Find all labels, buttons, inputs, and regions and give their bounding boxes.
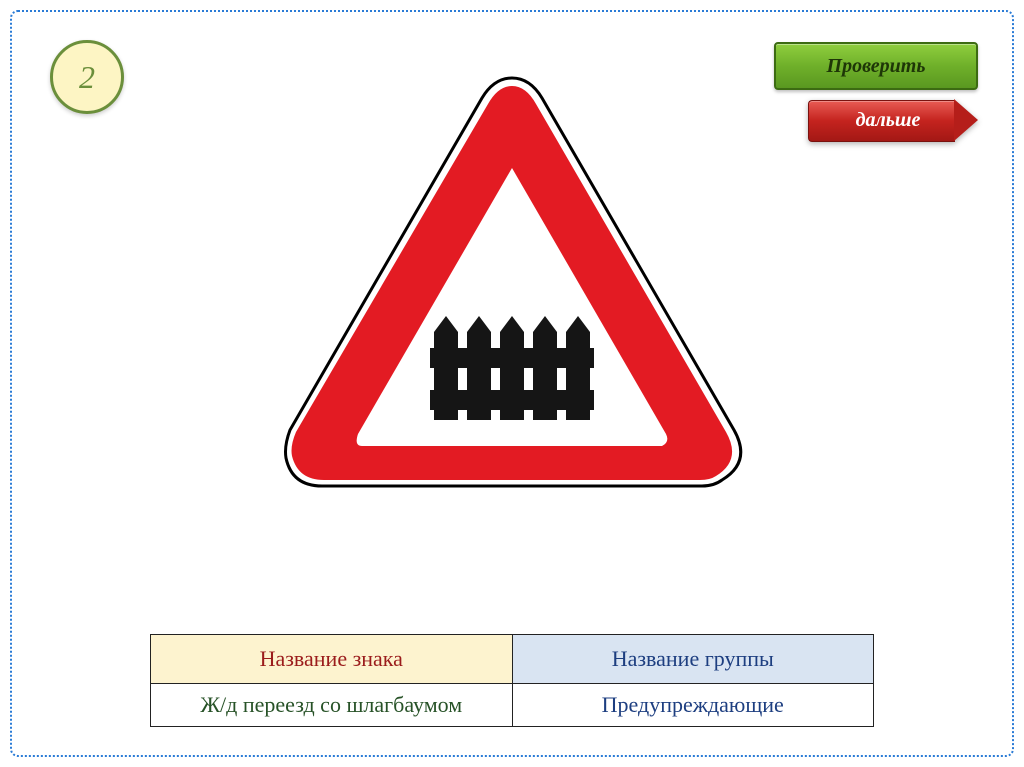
railway-barrier-icon [430, 316, 594, 420]
question-number: 2 [79, 59, 95, 96]
check-button-label: Проверить [827, 55, 926, 78]
next-button[interactable]: дальше [808, 100, 978, 140]
check-button[interactable]: Проверить [774, 42, 978, 90]
next-button-label: дальше [808, 100, 968, 140]
value-sign-name: Ж/д переезд со шлагбаумом [151, 684, 513, 727]
road-sign [262, 40, 762, 540]
header-sign-name: Название знака [151, 635, 513, 684]
answer-table: Название знака Название группы Ж/д перее… [150, 634, 874, 727]
value-group-name: Предупреждающие [512, 684, 874, 727]
question-counter: 2 [50, 40, 124, 114]
header-group-name: Название группы [512, 635, 874, 684]
